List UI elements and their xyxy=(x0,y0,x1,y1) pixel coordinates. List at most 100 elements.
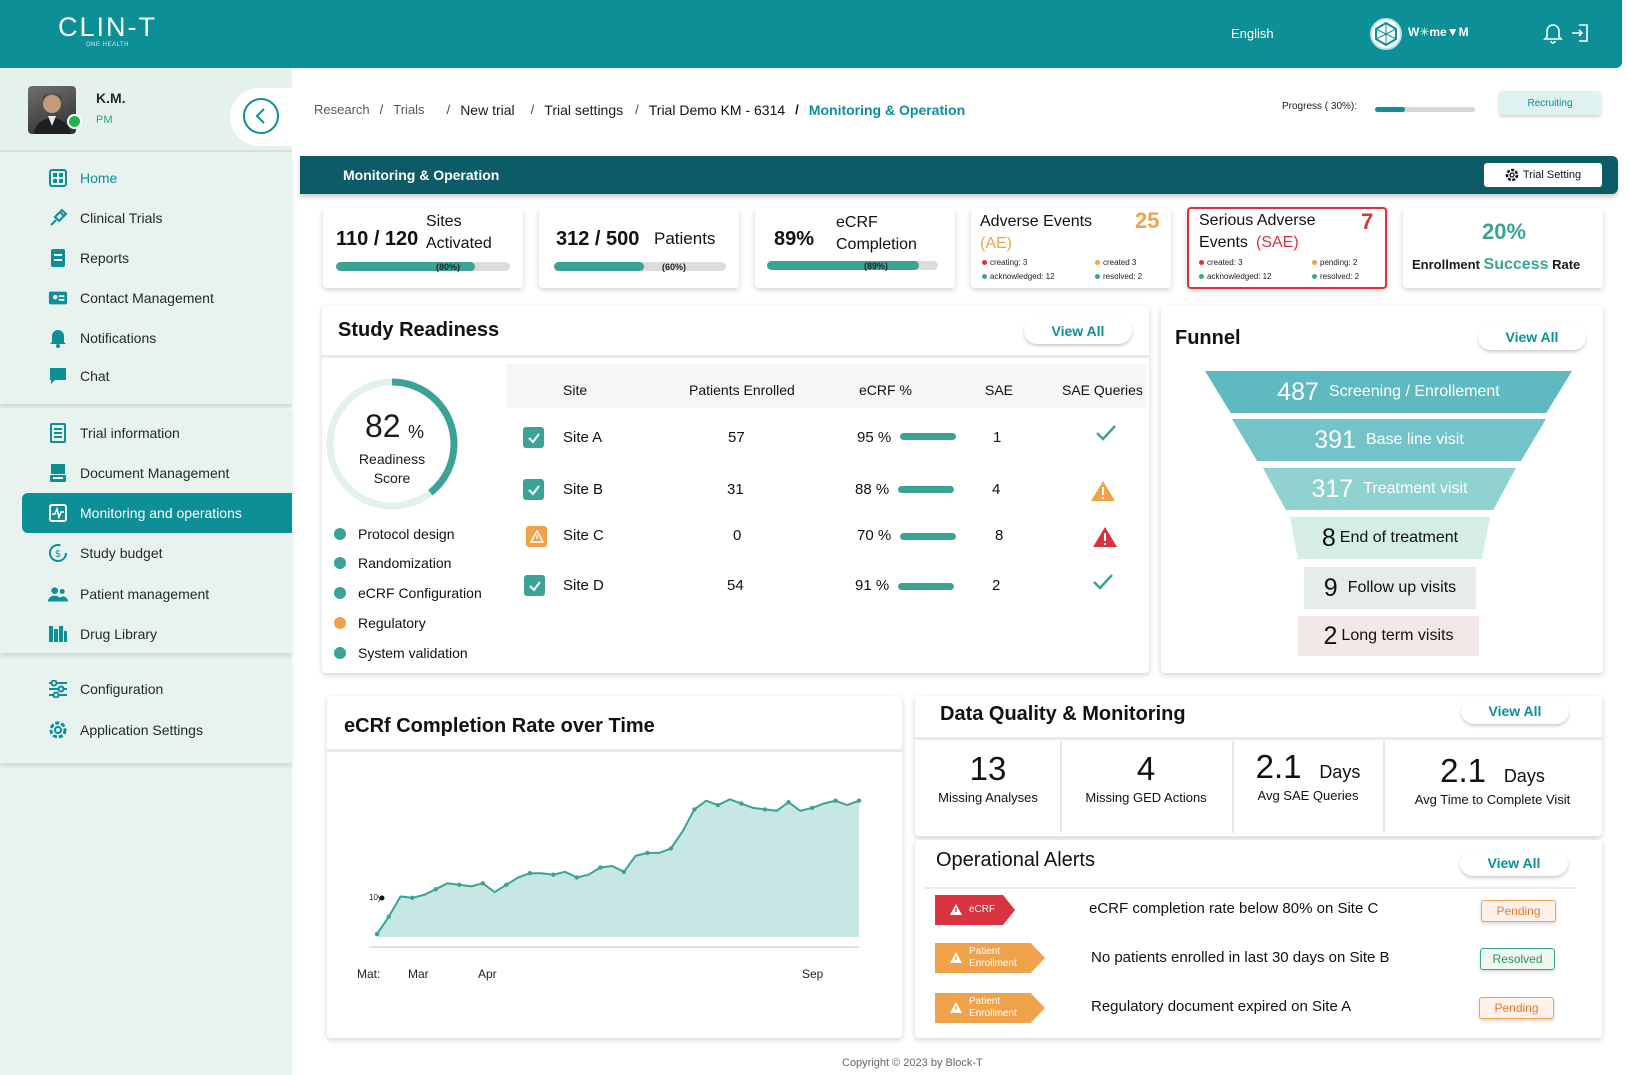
funnel-title: Funnel xyxy=(1175,327,1241,349)
table-cell-ecrf: 88 % xyxy=(855,481,890,498)
table-cell-enrolled: 54 xyxy=(727,577,744,594)
readiness-score-label: Readiness xyxy=(358,451,426,467)
alert-status-badge[interactable]: Resolved xyxy=(1480,948,1555,970)
alert-message[interactable]: Regulatory document expired on Site A xyxy=(1091,998,1352,1015)
data-quality-view-all-button[interactable]: View All xyxy=(1461,698,1569,724)
sidebar-item-trial-information[interactable]: Trial information xyxy=(22,413,292,453)
breadcrumb-current: Monitoring & Operation xyxy=(808,102,966,118)
language-selector[interactable]: English xyxy=(1231,26,1274,41)
breadcrumb-trial-settings[interactable]: Trial settings xyxy=(544,102,624,118)
kpi-patients-label: Patients xyxy=(654,229,716,248)
collapse-sidebar-button[interactable] xyxy=(243,98,279,134)
ecrf-completion-chart[interactable]: 10y Mat: Mar Apr Sep xyxy=(327,752,902,1002)
sidebar-item-contact-management[interactable]: Contact Management xyxy=(22,278,292,318)
kpi-ecrf-value: 89% xyxy=(774,228,815,250)
breadcrumb-trial-name[interactable]: Trial Demo KM - 6314 xyxy=(648,102,786,118)
danger-icon xyxy=(1093,527,1117,547)
sidebar-item-label: Application Settings xyxy=(80,722,203,738)
alert-tag-patient-enrollment: Patient Enrollment xyxy=(935,993,1045,1023)
checkmark-icon xyxy=(1096,425,1116,441)
site-warning-checkbox[interactable] xyxy=(526,526,547,547)
funnel-stage[interactable]: 391 Base line visit xyxy=(1232,419,1546,461)
logout-icon[interactable] xyxy=(1570,22,1590,44)
metric-missing-analyses[interactable]: 13 Missing Analyses xyxy=(918,750,1058,805)
site-ready-checkbox[interactable] xyxy=(523,479,544,500)
kpi-enrollment-label-mid: Success xyxy=(1483,256,1549,273)
sidebar-item-label: Notifications xyxy=(80,330,157,346)
alert-message[interactable]: eCRF completion rate below 80% on Site C xyxy=(1089,900,1379,917)
breadcrumb-new-trial[interactable]: New trial xyxy=(460,102,515,118)
kpi-card-serious-adverse-events[interactable] xyxy=(1187,207,1387,289)
sidebar-item-document-management[interactable]: Document Management xyxy=(22,453,292,493)
kpi-sites-value: 110 / 120 xyxy=(336,228,419,250)
sidebar-item-clinical-trials[interactable]: Clinical Trials xyxy=(22,198,292,238)
sidebar-item-configuration[interactable]: Configuration xyxy=(22,669,292,709)
data-point xyxy=(480,881,485,886)
sidebar-item-home[interactable]: Home xyxy=(22,158,292,198)
breadcrumb-research[interactable]: Research xyxy=(314,102,370,117)
budget-icon: $ xyxy=(48,543,68,563)
sidebar-item-study-budget[interactable]: $ Study budget xyxy=(22,533,292,573)
legend-label: Randomization xyxy=(358,555,452,571)
metric-value: 13 xyxy=(969,750,1007,787)
alert-tag-label: eCRF xyxy=(969,904,996,915)
alert-tag-label: Patient xyxy=(969,996,1001,1007)
metric-avg-time-complete-visit[interactable]: 2.1 Days Avg Time to Complete Visit xyxy=(1385,752,1600,807)
svg-text:$: $ xyxy=(55,549,61,560)
sidebar-item-label: Clinical Trials xyxy=(80,210,163,226)
app-logo[interactable]: CLIN-T xyxy=(58,12,157,42)
readiness-legend-item: eCRF Configuration xyxy=(334,585,482,601)
study-readiness-view-all-button[interactable]: View All xyxy=(1024,318,1132,344)
trial-status-badge[interactable]: Recruiting xyxy=(1499,91,1601,115)
readiness-score-unit: % xyxy=(408,422,425,442)
notification-bell-icon[interactable] xyxy=(1543,22,1563,44)
sidebar-item-reports[interactable]: Reports xyxy=(22,238,292,278)
home-icon xyxy=(48,168,68,188)
sidebar-item-monitoring-and-operations[interactable]: Monitoring and operations xyxy=(22,493,292,533)
ecrf-mini-bar xyxy=(900,433,956,440)
alert-tag-patient-enrollment: Patient Enrollment xyxy=(935,943,1045,973)
top-bar xyxy=(0,0,1622,68)
kpi-enrollment-label: Enrollment Success Rate xyxy=(1412,256,1580,274)
metric-unit: Days xyxy=(1503,766,1545,786)
kpi-ae-creating: creating: 3 xyxy=(990,258,1028,267)
funnel-stage[interactable]: 317 Treatment visit xyxy=(1263,468,1516,510)
metric-label: Avg Time to Complete Visit xyxy=(1414,792,1571,807)
sidebar-item-notifications[interactable]: Notifications xyxy=(22,318,292,358)
funnel-stage[interactable]: 9 Follow up visits xyxy=(1304,567,1476,609)
section-banner-title: Monitoring & Operation xyxy=(343,167,500,183)
checkmark-icon xyxy=(527,432,540,444)
operational-alerts-view-all-button[interactable]: View All xyxy=(1460,850,1568,876)
site-ready-checkbox[interactable] xyxy=(524,575,545,596)
sidebar-item-application-settings[interactable]: Application Settings xyxy=(22,710,292,750)
kpi-card-sites[interactable] xyxy=(323,208,523,288)
kpi-card-enrollment-success[interactable] xyxy=(1403,208,1603,288)
data-point xyxy=(433,887,438,892)
kpi-ae-created: created 3 xyxy=(1103,258,1137,267)
trial-setting-button[interactable]: Trial Setting xyxy=(1484,163,1602,187)
kpi-card-ecrf[interactable] xyxy=(755,208,955,288)
kpi-card-patients[interactable] xyxy=(539,208,739,288)
sidebar-item-patient-management[interactable]: Patient management xyxy=(22,574,292,614)
progress-label: Progress ( 30%): xyxy=(1282,101,1358,112)
data-point xyxy=(504,882,509,887)
user-name: K.M. xyxy=(96,90,126,106)
metric-avg-sae-queries[interactable]: 2.1 Days Avg SAE Queries xyxy=(1234,748,1382,803)
alert-status-badge[interactable]: Pending xyxy=(1481,900,1556,922)
alert-status-badge[interactable]: Pending xyxy=(1479,997,1554,1019)
sidebar-item-drug-library[interactable]: Drug Library xyxy=(22,614,292,654)
funnel-stage[interactable]: 2 Long term visits xyxy=(1298,616,1479,656)
alert-message[interactable]: No patients enrolled in last 30 days on … xyxy=(1091,949,1390,966)
funnel-stage[interactable]: 8 End of treatment xyxy=(1290,517,1490,559)
library-icon xyxy=(48,624,68,644)
kpi-card-adverse-events[interactable] xyxy=(971,208,1171,288)
funnel-stage-count: 391 xyxy=(1314,425,1356,454)
funnel-view-all-button[interactable]: View All xyxy=(1478,324,1586,350)
breadcrumb-trials[interactable]: Trials xyxy=(393,102,425,117)
sidebar-item-chat[interactable]: Chat xyxy=(22,356,292,396)
funnel-stage-count: 487 xyxy=(1277,377,1319,406)
site-ready-checkbox[interactable] xyxy=(523,427,544,448)
metric-missing-ged-actions[interactable]: 4 Missing GED Actions xyxy=(1062,750,1230,805)
divider xyxy=(1383,741,1385,833)
funnel-stage[interactable]: 487 Screening / Enrollement xyxy=(1205,371,1572,413)
